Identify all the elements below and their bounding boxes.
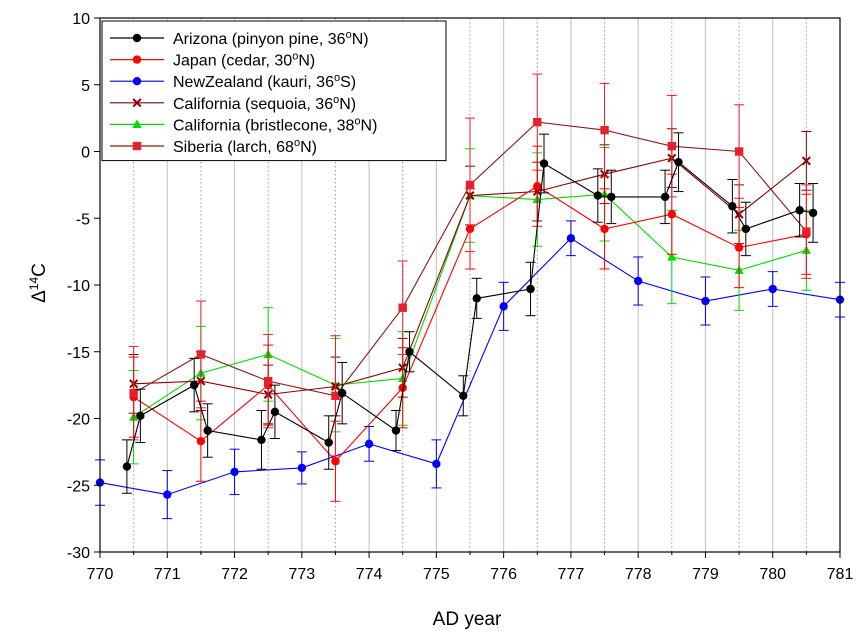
data-point [660, 192, 670, 202]
data-point [398, 383, 407, 392]
x-tick-label: 775 [423, 566, 450, 583]
y-tick-label: -10 [67, 278, 90, 295]
data-point [795, 206, 804, 215]
data-point [607, 192, 616, 202]
data-point [701, 296, 710, 306]
data-point [526, 284, 535, 294]
data-point [331, 391, 340, 401]
legend-label: California (bristlecone, 38oN) [173, 115, 377, 134]
x-tick-label: 774 [356, 566, 383, 583]
x-tick-label: 777 [558, 566, 585, 583]
data-point [337, 388, 347, 398]
data-point [163, 490, 172, 499]
data-point [633, 276, 643, 286]
data-point [533, 117, 542, 127]
y-axis-title: Δ14C [27, 263, 50, 303]
x-tick-label: 773 [288, 566, 315, 583]
x-axis-title: AD year [433, 609, 502, 630]
data-point [432, 459, 441, 469]
series-group [95, 73, 845, 520]
data-point [405, 347, 414, 356]
data-point [728, 202, 737, 211]
series-5 [128, 73, 812, 457]
data-point [129, 388, 138, 398]
data-point [196, 436, 206, 446]
x-tick-label: 776 [490, 566, 517, 583]
legend-label: Arizona (pinyon pine, 36oN) [173, 29, 369, 48]
data-point [539, 159, 549, 168]
data-point [667, 210, 677, 219]
data-point [196, 350, 206, 359]
data-point [600, 224, 609, 234]
data-point [465, 180, 475, 190]
legend-label: Japan (cedar, 30oN) [173, 51, 315, 70]
data-point [398, 303, 407, 312]
x-tick-label: 770 [87, 566, 114, 583]
data-point [734, 147, 744, 156]
y-tick-label: 0 [81, 145, 90, 162]
legend-label: NewZealand (kauri, 36oS) [173, 72, 356, 91]
series-line [99, 237, 841, 496]
y-tick-label: -15 [67, 345, 90, 362]
data-point [801, 156, 811, 166]
legend-label: Siberia (larch, 68oN) [173, 137, 317, 156]
data-point [472, 294, 481, 303]
data-point [189, 380, 199, 390]
data-point [533, 182, 542, 191]
data-point [203, 426, 212, 435]
data-point [364, 439, 374, 449]
y-tick-label: -20 [67, 412, 90, 429]
data-point [391, 426, 401, 435]
y-tick-label: -5 [76, 211, 90, 228]
data-point [674, 157, 683, 167]
x-tick-label: 778 [625, 566, 652, 583]
x-tick-label: 780 [759, 566, 786, 583]
series-0 [121, 132, 819, 494]
series-2 [95, 220, 845, 520]
y-tick-label: -30 [67, 545, 90, 562]
data-point [768, 284, 777, 294]
data-point [297, 463, 307, 473]
y-tick-label: -25 [67, 478, 90, 495]
data-point [808, 208, 818, 218]
y-tick-label: 10 [72, 11, 90, 28]
data-point [132, 33, 142, 43]
legend-label: California (sequoia, 36oN) [173, 94, 356, 113]
data-point [566, 234, 576, 243]
data-point [324, 438, 333, 447]
x-tick-label: 779 [692, 566, 719, 583]
data-point [136, 411, 145, 421]
y-tick-label: 5 [81, 78, 90, 95]
data-point [132, 77, 142, 86]
x-tick-label: 772 [221, 566, 248, 583]
data-point [499, 302, 508, 311]
data-point [734, 243, 744, 252]
legend-box [101, 20, 447, 162]
data-point [132, 55, 142, 64]
data-point [331, 457, 340, 466]
tick-labels: 770 771 772 773 774 775 776 777 778 779 780 781 -30 -… [67, 11, 854, 583]
x-tick-label: 771 [154, 566, 181, 583]
legend: Arizona (pinyon pine, 36oN) Japan (cedar,… [101, 20, 447, 162]
data-point [263, 376, 273, 386]
data-point [459, 391, 468, 401]
data-point [741, 224, 751, 234]
data-point [230, 467, 239, 477]
data-point [802, 227, 811, 236]
data-point [132, 141, 142, 151]
data-point [270, 407, 280, 417]
data-point [132, 119, 142, 128]
data-point [132, 98, 142, 108]
data-point [257, 435, 266, 445]
x-tick-label: 781 [827, 566, 854, 583]
data-point [600, 125, 609, 135]
data-point [593, 191, 603, 200]
data-point [667, 141, 677, 151]
data-point [122, 462, 132, 471]
series-line [126, 161, 814, 467]
data-point [667, 251, 677, 261]
plot-frame [94, 17, 841, 558]
